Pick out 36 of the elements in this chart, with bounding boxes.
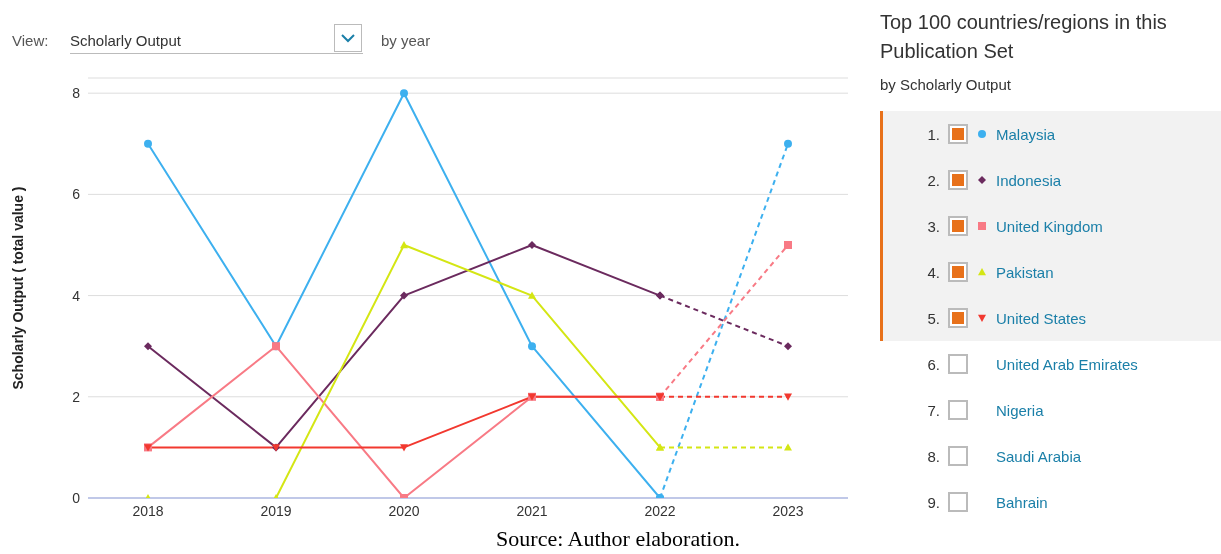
- legend-label: United States: [996, 309, 1087, 327]
- text: Bahrain: [996, 493, 1048, 511]
- text: 2.: [926, 171, 940, 189]
- legend-label: Pakistan: [996, 263, 1054, 281]
- y-tick-label: 6: [72, 186, 81, 203]
- legend-label: United Kingdom: [996, 217, 1103, 235]
- text: 9.: [926, 493, 940, 511]
- text: 7.: [926, 401, 940, 419]
- legend-label: Malaysia: [996, 125, 1056, 143]
- text: 1.: [926, 125, 940, 143]
- text: View:: [12, 32, 49, 49]
- text: 4.: [926, 263, 940, 281]
- y-tick-label: 0: [72, 489, 81, 506]
- x-tick-label: 2021: [516, 502, 548, 519]
- y-tick-label: 2: [72, 388, 81, 405]
- text: Nigeria: [996, 401, 1044, 419]
- text: 3.: [926, 217, 940, 235]
- text: Scholarly Output: [70, 26, 363, 54]
- y-tick-label: 4: [72, 287, 81, 304]
- text: 5.: [926, 309, 940, 327]
- text: 6.: [926, 355, 940, 373]
- legend-label: Indonesia: [996, 171, 1062, 189]
- x-tick-label: 2023: [772, 502, 804, 519]
- text: by Scholarly Output: [880, 76, 1012, 93]
- text: by year: [381, 32, 431, 49]
- legend-title: Top 100 countries/regions in this Publication Set: [880, 10, 1168, 64]
- text: United Arab Emirates: [996, 355, 1138, 373]
- source-note: Source: Author elaboration.: [495, 526, 741, 552]
- x-tick-label: 2020: [388, 502, 420, 519]
- text: Saudi Arabia: [996, 447, 1082, 465]
- y-tick-label: 8: [72, 85, 81, 102]
- text: 8.: [926, 447, 940, 465]
- x-tick-label: 2018: [132, 502, 164, 519]
- y-axis-title: Scholarly Output ( total value ): [9, 186, 26, 390]
- x-tick-label: 2019: [260, 502, 292, 519]
- x-tick-label: 2022: [644, 502, 676, 519]
